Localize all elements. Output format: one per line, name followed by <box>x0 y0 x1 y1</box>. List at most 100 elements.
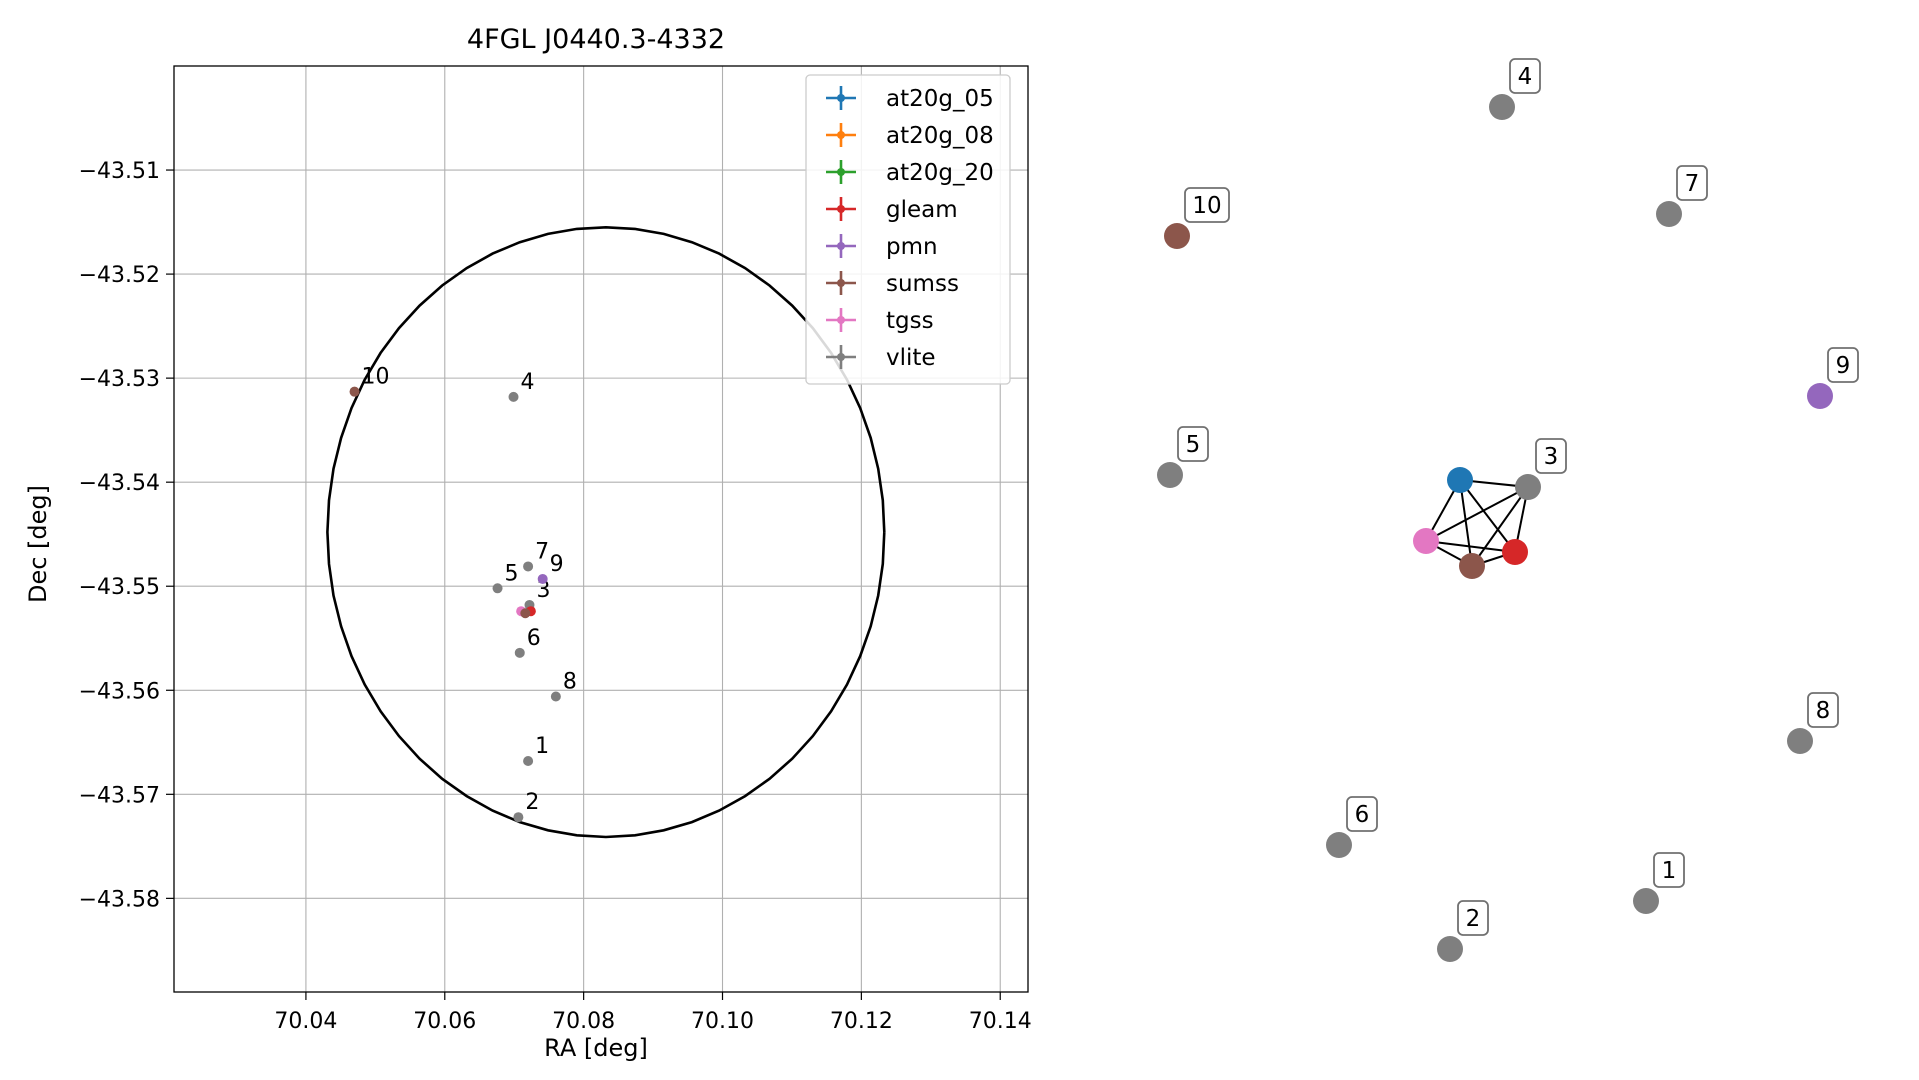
source-point-4 <box>508 391 519 402</box>
y-tick-label: −43.56 <box>79 679 160 704</box>
network-edge <box>1459 479 1516 553</box>
node-label-box <box>1653 852 1685 888</box>
node-label-box <box>1676 165 1708 201</box>
point-label: 10 <box>362 365 390 390</box>
source-point-sumss <box>520 608 531 619</box>
network-node-4 <box>1489 94 1515 120</box>
node-label: 1 <box>1662 858 1677 884</box>
source-point-7 <box>523 561 534 572</box>
network-node-tgss <box>1413 528 1439 554</box>
source-network-graph: 3 1 2 4 5 6 7 8 9 10 <box>1157 58 1859 962</box>
network-node-5 <box>1157 462 1183 488</box>
source-points: 1 2 3 4 5 6 7 8 9 10 <box>349 365 577 823</box>
uncertainty-ellipse <box>326 225 886 839</box>
source-point-5 <box>492 583 503 594</box>
network-node-gleam <box>1502 539 1528 565</box>
y-tick-label: −43.53 <box>79 367 160 392</box>
node-label-box <box>1509 58 1541 94</box>
y-tick-label: −43.58 <box>79 887 160 912</box>
legend-entry-vlite: vlite <box>886 345 936 371</box>
network-edge <box>1425 486 1529 542</box>
node-label-box <box>1346 796 1378 832</box>
source-point-6 <box>514 647 525 658</box>
node-label: 4 <box>1518 64 1533 90</box>
network-nodes: 3 1 2 4 5 6 7 8 9 10 <box>1157 58 1859 962</box>
point-label: 8 <box>563 670 577 695</box>
point-label: 9 <box>550 552 564 577</box>
legend-entry-pmn: pmn <box>886 234 938 260</box>
node-label: 7 <box>1685 171 1700 197</box>
legend-frame <box>805 74 1011 385</box>
point-label: 6 <box>527 626 541 651</box>
legend-marker-dot <box>837 279 845 287</box>
network-node-3 <box>1515 474 1541 500</box>
node-label: 5 <box>1186 432 1201 458</box>
legend-entry-at20g_05: at20g_05 <box>886 86 994 112</box>
source-point-8 <box>550 691 561 702</box>
network-edge <box>1459 479 1473 567</box>
network-node-1 <box>1633 888 1659 914</box>
point-label: 1 <box>535 734 549 759</box>
network-node-2 <box>1437 936 1463 962</box>
legend-entry-gleam: gleam <box>886 197 958 223</box>
network-node-8 <box>1787 728 1813 754</box>
source-point-1 <box>523 756 534 767</box>
source-point-2 <box>513 812 524 823</box>
legend-entry-sumss: sumss <box>886 271 959 297</box>
node-label-box <box>1184 187 1230 223</box>
node-label-box <box>1807 692 1839 728</box>
y-tick-label: −43.51 <box>79 159 160 184</box>
x-tick-label: 70.08 <box>552 1009 615 1034</box>
node-label: 6 <box>1355 802 1370 828</box>
network-node-9 <box>1807 383 1833 409</box>
legend-marker-dot <box>837 168 845 176</box>
legend-entry-tgss: tgss <box>886 308 934 334</box>
network-node-7 <box>1656 201 1682 227</box>
legend-marker-dot <box>837 94 845 102</box>
network-node-10 <box>1164 223 1190 249</box>
legend-marker-dot <box>837 242 845 250</box>
legend-marker-dot <box>837 353 845 361</box>
node-label-box <box>1177 426 1209 462</box>
point-label: 7 <box>535 539 549 564</box>
legend-marker-dot <box>837 205 845 213</box>
network-node-sumss <box>1459 553 1485 579</box>
legend-entry-at20g_08: at20g_08 <box>886 123 994 149</box>
point-label: 3 <box>536 578 550 603</box>
uncertainty-ellipse-group <box>326 225 886 839</box>
x-tick-label: 70.04 <box>274 1009 337 1034</box>
network-edge <box>1425 540 1516 553</box>
node-label: 10 <box>1192 193 1221 219</box>
y-tick-label: −43.57 <box>79 783 160 808</box>
point-label: 5 <box>505 561 519 586</box>
network-node-6 <box>1326 832 1352 858</box>
y-tick-label: −43.55 <box>79 575 160 600</box>
legend-entry-at20g_20: at20g_20 <box>886 160 994 186</box>
x-tick-label: 70.06 <box>413 1009 476 1034</box>
y-axis-label: Dec [deg] <box>24 485 52 603</box>
network-node-at20g_05 <box>1447 467 1473 493</box>
grid <box>174 66 1028 992</box>
network-edge <box>1471 486 1529 567</box>
x-tick-label: 70.10 <box>691 1009 754 1034</box>
point-label: 2 <box>525 790 539 815</box>
source-point-9 <box>537 573 548 584</box>
node-label: 3 <box>1544 444 1559 470</box>
axis-ticks: 70.04 70.06 70.08 70.10 70.12 70.14 −43.51 −43.… <box>79 159 1032 1034</box>
y-tick-label: −43.54 <box>79 471 160 496</box>
y-tick-label: −43.52 <box>79 263 160 288</box>
legend-marker-dot <box>837 131 845 139</box>
node-label-box <box>1457 900 1489 936</box>
node-label: 9 <box>1836 353 1851 379</box>
chart-title: 4FGL J0440.3-4332 <box>467 24 725 55</box>
node-label-box <box>1827 347 1859 383</box>
x-tick-label: 70.12 <box>830 1009 893 1034</box>
source-point-10 <box>349 386 360 397</box>
axes-frame <box>173 65 1029 993</box>
node-label: 2 <box>1466 906 1481 932</box>
x-tick-label: 70.14 <box>969 1009 1032 1034</box>
